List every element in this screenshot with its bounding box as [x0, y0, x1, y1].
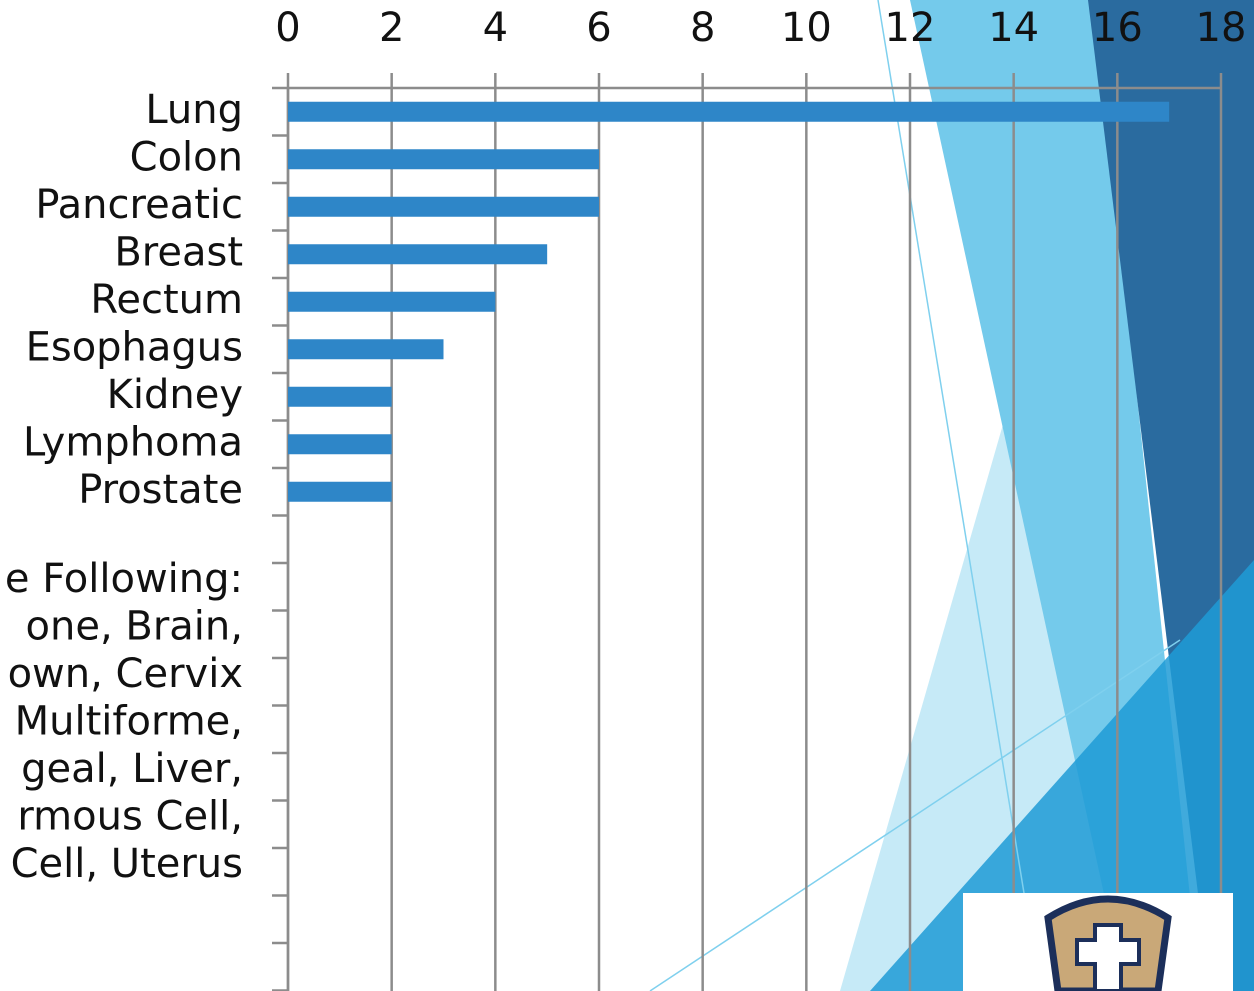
bar: [288, 102, 1169, 122]
chart: 0 2 4 6 8 10 12 14 16 18 LungColonPancreaticBreast…: [0, 0, 1254, 991]
x-tick-label: 4: [483, 5, 508, 51]
bar: [288, 244, 547, 264]
bar: [288, 482, 392, 502]
logo: [963, 893, 1233, 991]
bar: [288, 292, 495, 312]
x-tick-label: 0: [275, 5, 300, 51]
bar: [288, 434, 392, 454]
annotation-line: e Following:: [5, 556, 243, 602]
annotation-line: Cell, Uterus: [11, 841, 243, 887]
bar: [288, 149, 599, 169]
y-tick-label: Esophagus: [26, 324, 243, 370]
x-tick-label: 2: [379, 5, 404, 51]
y-tick-label: Pancreatic: [35, 182, 243, 228]
decoration: [650, 0, 1254, 991]
page: 0 2 4 6 8 10 12 14 16 18 LungColonPancreaticBreast…: [0, 0, 1254, 991]
x-tick-label: 10: [781, 5, 832, 51]
bar: [288, 197, 599, 217]
annotation-line: rmous Cell,: [17, 793, 243, 839]
bar: [288, 387, 392, 407]
x-tick-label: 8: [690, 5, 715, 51]
annotation-line: geal, Liver,: [21, 746, 243, 792]
y-tick-label: Prostate: [78, 467, 243, 513]
y-tick-label: Colon: [130, 134, 243, 180]
y-tick-label: Lymphoma: [23, 419, 243, 465]
annotation-line: Multiforme,: [15, 698, 243, 744]
x-tick-label: 16: [1092, 5, 1143, 51]
y-tick-label: Kidney: [107, 372, 243, 418]
y-tick-label: Rectum: [90, 277, 243, 323]
y-tick-label: Breast: [114, 229, 243, 275]
annotation-line: own, Cervix: [8, 651, 243, 697]
y-tick-label: Lung: [145, 87, 243, 133]
bar: [288, 339, 444, 359]
annotation-line: one, Brain,: [26, 603, 243, 649]
x-tick-label: 6: [586, 5, 611, 51]
x-tick-label: 18: [1196, 5, 1247, 51]
x-tick-label: 14: [988, 5, 1039, 51]
x-tick-label: 12: [885, 5, 936, 51]
